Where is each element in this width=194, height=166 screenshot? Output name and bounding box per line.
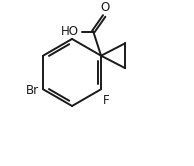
- Text: F: F: [103, 94, 109, 107]
- Text: Br: Br: [26, 84, 39, 97]
- Text: O: O: [100, 1, 110, 14]
- Text: HO: HO: [61, 25, 79, 38]
